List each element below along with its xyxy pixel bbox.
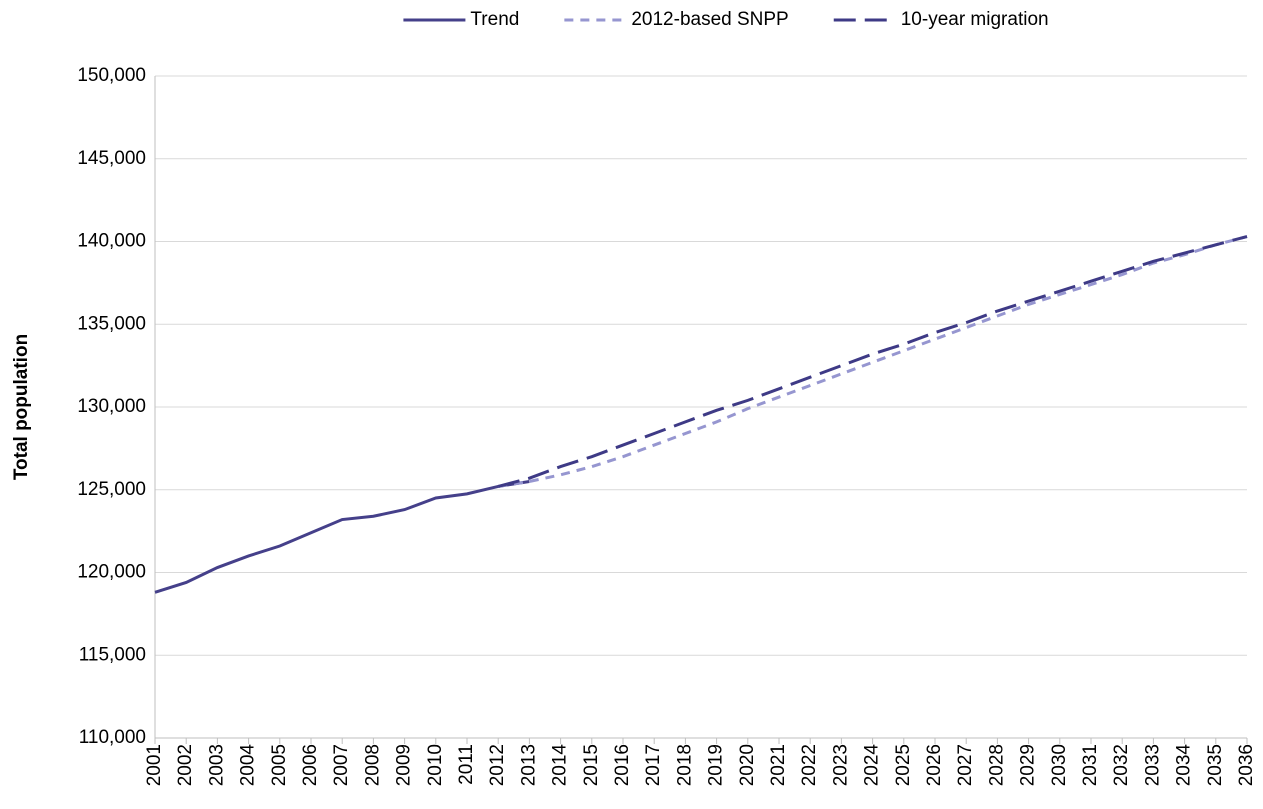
x-tick-label: 2019 [706, 744, 727, 786]
y-tick-label: 150,000 [77, 65, 146, 86]
y-tick-label: 110,000 [79, 727, 146, 748]
x-tick-label: 2023 [830, 744, 851, 786]
x-tick-label: 2001 [144, 744, 165, 786]
x-tick-label: 2010 [425, 744, 446, 786]
x-tick-label: 2017 [643, 744, 664, 786]
x-tick-label: 2015 [581, 744, 602, 786]
x-tick-label: 2012 [487, 744, 508, 786]
x-tick-label: 2025 [893, 744, 914, 786]
series-line [154, 479, 530, 594]
x-tick-label: 2013 [518, 744, 539, 786]
x-tick-label: 2020 [737, 744, 758, 786]
series-line [497, 235, 1248, 488]
x-tick-label: 2033 [1142, 744, 1163, 786]
x-tick-label: 2028 [986, 744, 1007, 786]
x-tick-label: 2021 [768, 744, 789, 786]
y-axis-label: Total population [11, 334, 32, 480]
x-tick-label: 2026 [924, 744, 945, 786]
x-tick-label: 2024 [862, 744, 883, 787]
x-tick-label: 2005 [269, 744, 290, 786]
y-tick-label: 120,000 [77, 562, 146, 583]
x-tick-label: 2029 [1018, 744, 1039, 786]
x-tick-label: 2032 [1111, 744, 1132, 786]
x-tick-label: 2011 [456, 744, 477, 785]
x-tick-label: 2009 [394, 744, 415, 786]
x-tick-label: 2002 [175, 744, 196, 786]
y-tick-label: 135,000 [77, 313, 146, 334]
x-tick-label: 2018 [674, 744, 695, 786]
x-tick-label: 2036 [1236, 744, 1257, 786]
y-tick-label: 130,000 [77, 396, 146, 417]
x-tick-label: 2027 [955, 744, 976, 786]
series-line [497, 235, 1248, 488]
x-tick-label: 2022 [799, 744, 820, 786]
x-tick-label: 2007 [331, 744, 352, 786]
x-tick-label: 2035 [1205, 744, 1226, 786]
x-tick-label: 2008 [362, 744, 383, 786]
x-tick-label: 2016 [612, 744, 633, 786]
y-tick-label: 115,000 [79, 644, 146, 665]
legend-label: 10-year migration [901, 9, 1049, 30]
legend-label: 2012-based SNPP [631, 9, 788, 30]
x-tick-label: 2003 [206, 744, 227, 786]
x-tick-label: 2030 [1049, 744, 1070, 786]
legend-label: Trend [470, 9, 519, 30]
x-tick-label: 2014 [550, 744, 571, 787]
y-tick-label: 140,000 [77, 231, 146, 252]
x-tick-label: 2006 [300, 744, 321, 786]
x-tick-label: 2031 [1080, 744, 1101, 786]
x-tick-label: 2004 [238, 744, 259, 787]
x-tick-label: 2034 [1174, 744, 1195, 787]
y-tick-label: 125,000 [77, 479, 146, 500]
y-tick-label: 145,000 [77, 148, 146, 169]
